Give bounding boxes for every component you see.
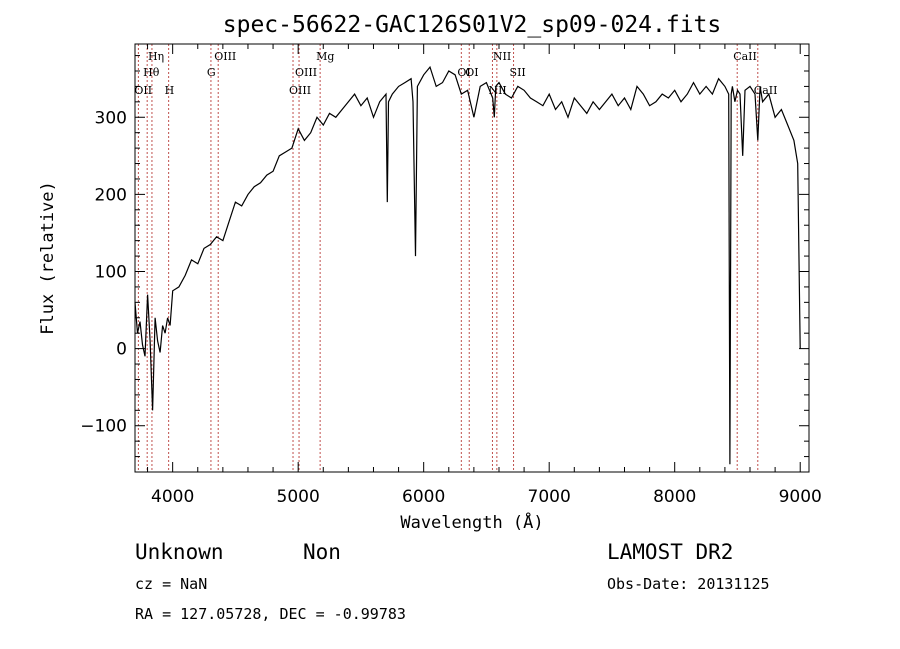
line-label: OI: [457, 66, 470, 79]
line-label: CaII: [754, 84, 778, 97]
x-tick-label: 4000: [151, 487, 194, 507]
x-tick-label: 5000: [277, 487, 320, 507]
line-label: CaII: [733, 50, 757, 63]
line-label: OII: [134, 84, 152, 97]
line-label: Mg: [316, 50, 334, 63]
line-label: OIII: [289, 84, 311, 97]
line-label: G: [207, 66, 216, 79]
observation-date: Obs-Date: 20131125: [607, 575, 770, 593]
y-axis-label: Flux (relative): [38, 181, 58, 335]
y-axis: −100 0 100 200 300: [80, 55, 809, 473]
x-tick-label: 9000: [779, 487, 822, 507]
y-tick-label: 0: [116, 340, 127, 360]
y-tick-label: −100: [80, 417, 127, 437]
line-label: OIII: [295, 66, 317, 79]
survey-name: LAMOST DR2: [607, 540, 733, 564]
object-subclass: Non: [303, 540, 341, 564]
y-tick-label: 200: [95, 185, 127, 205]
line-label: Hθ: [143, 66, 160, 79]
line-label: H: [165, 84, 175, 97]
line-label: SII: [510, 66, 526, 79]
line-label: NII: [493, 50, 511, 63]
line-label: Hη: [148, 50, 164, 63]
x-axis: 4000 5000 6000 7000 8000 9000: [147, 44, 822, 507]
y-tick-label: 100: [95, 262, 127, 282]
coordinates-readout: RA = 127.05728, DEC = -0.99783: [135, 605, 406, 623]
spectrum-line: [134, 65, 801, 465]
redshift-readout: cz = NaN: [135, 575, 207, 593]
plot-frame: [134, 43, 810, 473]
x-tick-label: 8000: [653, 487, 696, 507]
x-axis-label: Wavelength (Å): [400, 511, 543, 533]
x-tick-label: 7000: [528, 487, 571, 507]
y-tick-label: 300: [95, 108, 127, 128]
x-tick-label: 6000: [402, 487, 445, 507]
plot-area: [134, 65, 801, 465]
line-label: OIII: [214, 50, 236, 63]
line-markers: [137, 44, 759, 472]
line-label: OI: [465, 66, 478, 79]
object-class: Unknown: [135, 540, 224, 564]
chart-title: spec-56622-GAC126S01V2_sp09-024.fits: [223, 12, 722, 38]
